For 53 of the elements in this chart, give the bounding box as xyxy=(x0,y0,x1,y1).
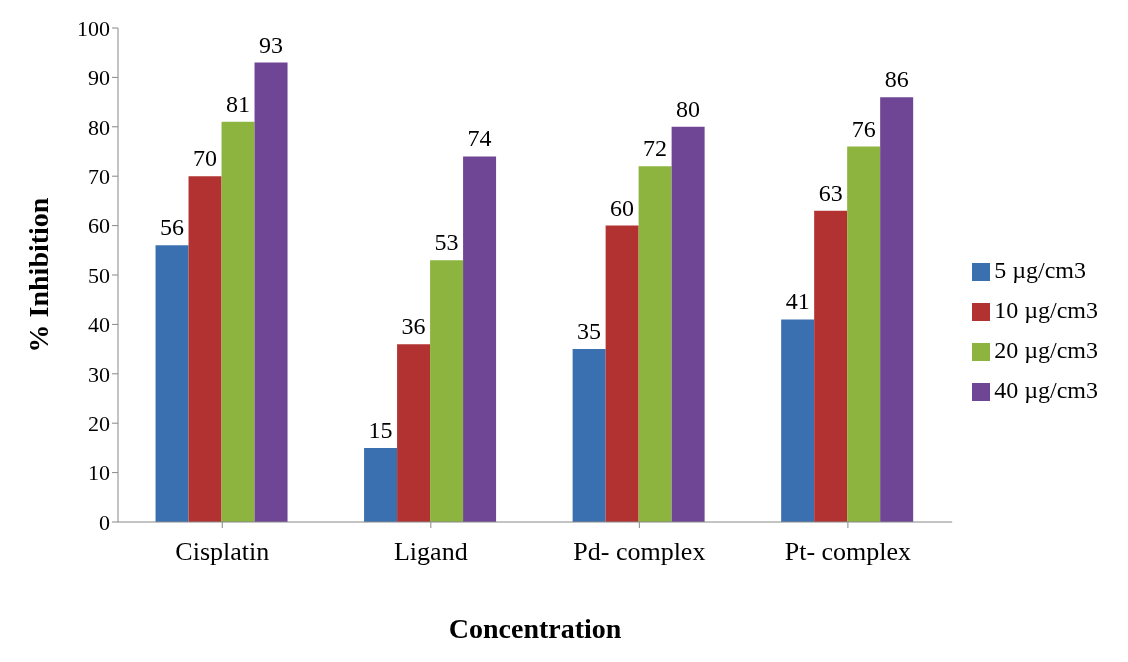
data-label: 76 xyxy=(851,115,876,142)
y-tick-label: 60 xyxy=(88,213,110,239)
bar xyxy=(605,225,639,522)
bar xyxy=(847,146,881,522)
x-tick-label: Pt- complex xyxy=(784,537,912,567)
bar xyxy=(671,126,705,522)
bar xyxy=(221,121,255,522)
legend-label: 40 µg/cm3 xyxy=(994,377,1098,403)
data-label: 81 xyxy=(226,90,251,117)
data-label: 74 xyxy=(467,125,492,152)
bar xyxy=(397,344,431,522)
y-tick-label: 10 xyxy=(88,460,110,486)
y-tick-label: 20 xyxy=(88,411,110,437)
x-tick-label: Ligand xyxy=(393,537,468,567)
y-tick-label: 40 xyxy=(88,312,110,338)
data-label: 36 xyxy=(401,313,426,340)
data-label: 86 xyxy=(884,66,909,93)
y-tick-label: 100 xyxy=(77,15,110,41)
bar xyxy=(638,166,672,522)
bar xyxy=(188,176,222,522)
x-tick-label: Cisplatin xyxy=(175,537,270,567)
y-tick-label: 90 xyxy=(88,65,110,91)
y-tick-label: 80 xyxy=(88,114,110,140)
y-tick-label: 0 xyxy=(99,509,110,535)
bar xyxy=(880,97,914,522)
data-label: 63 xyxy=(818,179,843,206)
y-tick-label: 70 xyxy=(88,164,110,190)
bar xyxy=(430,260,464,522)
data-label: 72 xyxy=(643,135,668,162)
x-tick-label: Pd- complex xyxy=(573,537,706,567)
data-label: 60 xyxy=(610,194,635,221)
y-tick-label: 50 xyxy=(88,262,110,288)
y-axis-title: % Inhibition xyxy=(22,197,54,353)
data-label: 15 xyxy=(368,416,393,443)
bar xyxy=(463,156,497,522)
legend-label: 20 µg/cm3 xyxy=(994,337,1098,363)
y-tick-label: 30 xyxy=(88,361,110,387)
bar xyxy=(572,349,606,522)
x-axis-title: Concentration xyxy=(448,613,622,644)
bar xyxy=(781,319,815,522)
data-label: 35 xyxy=(577,318,602,345)
bar xyxy=(364,447,398,522)
legend-label: 10 µg/cm3 xyxy=(994,297,1098,323)
data-label: 41 xyxy=(785,288,810,315)
data-label: 56 xyxy=(160,214,185,241)
data-label: 70 xyxy=(193,145,218,172)
data-label: 93 xyxy=(259,31,284,58)
bar xyxy=(254,62,288,522)
bar xyxy=(814,210,848,522)
data-label: 53 xyxy=(434,229,459,256)
bar xyxy=(155,245,189,522)
data-label: 80 xyxy=(676,95,701,122)
legend-label: 5 µg/cm3 xyxy=(994,257,1086,283)
